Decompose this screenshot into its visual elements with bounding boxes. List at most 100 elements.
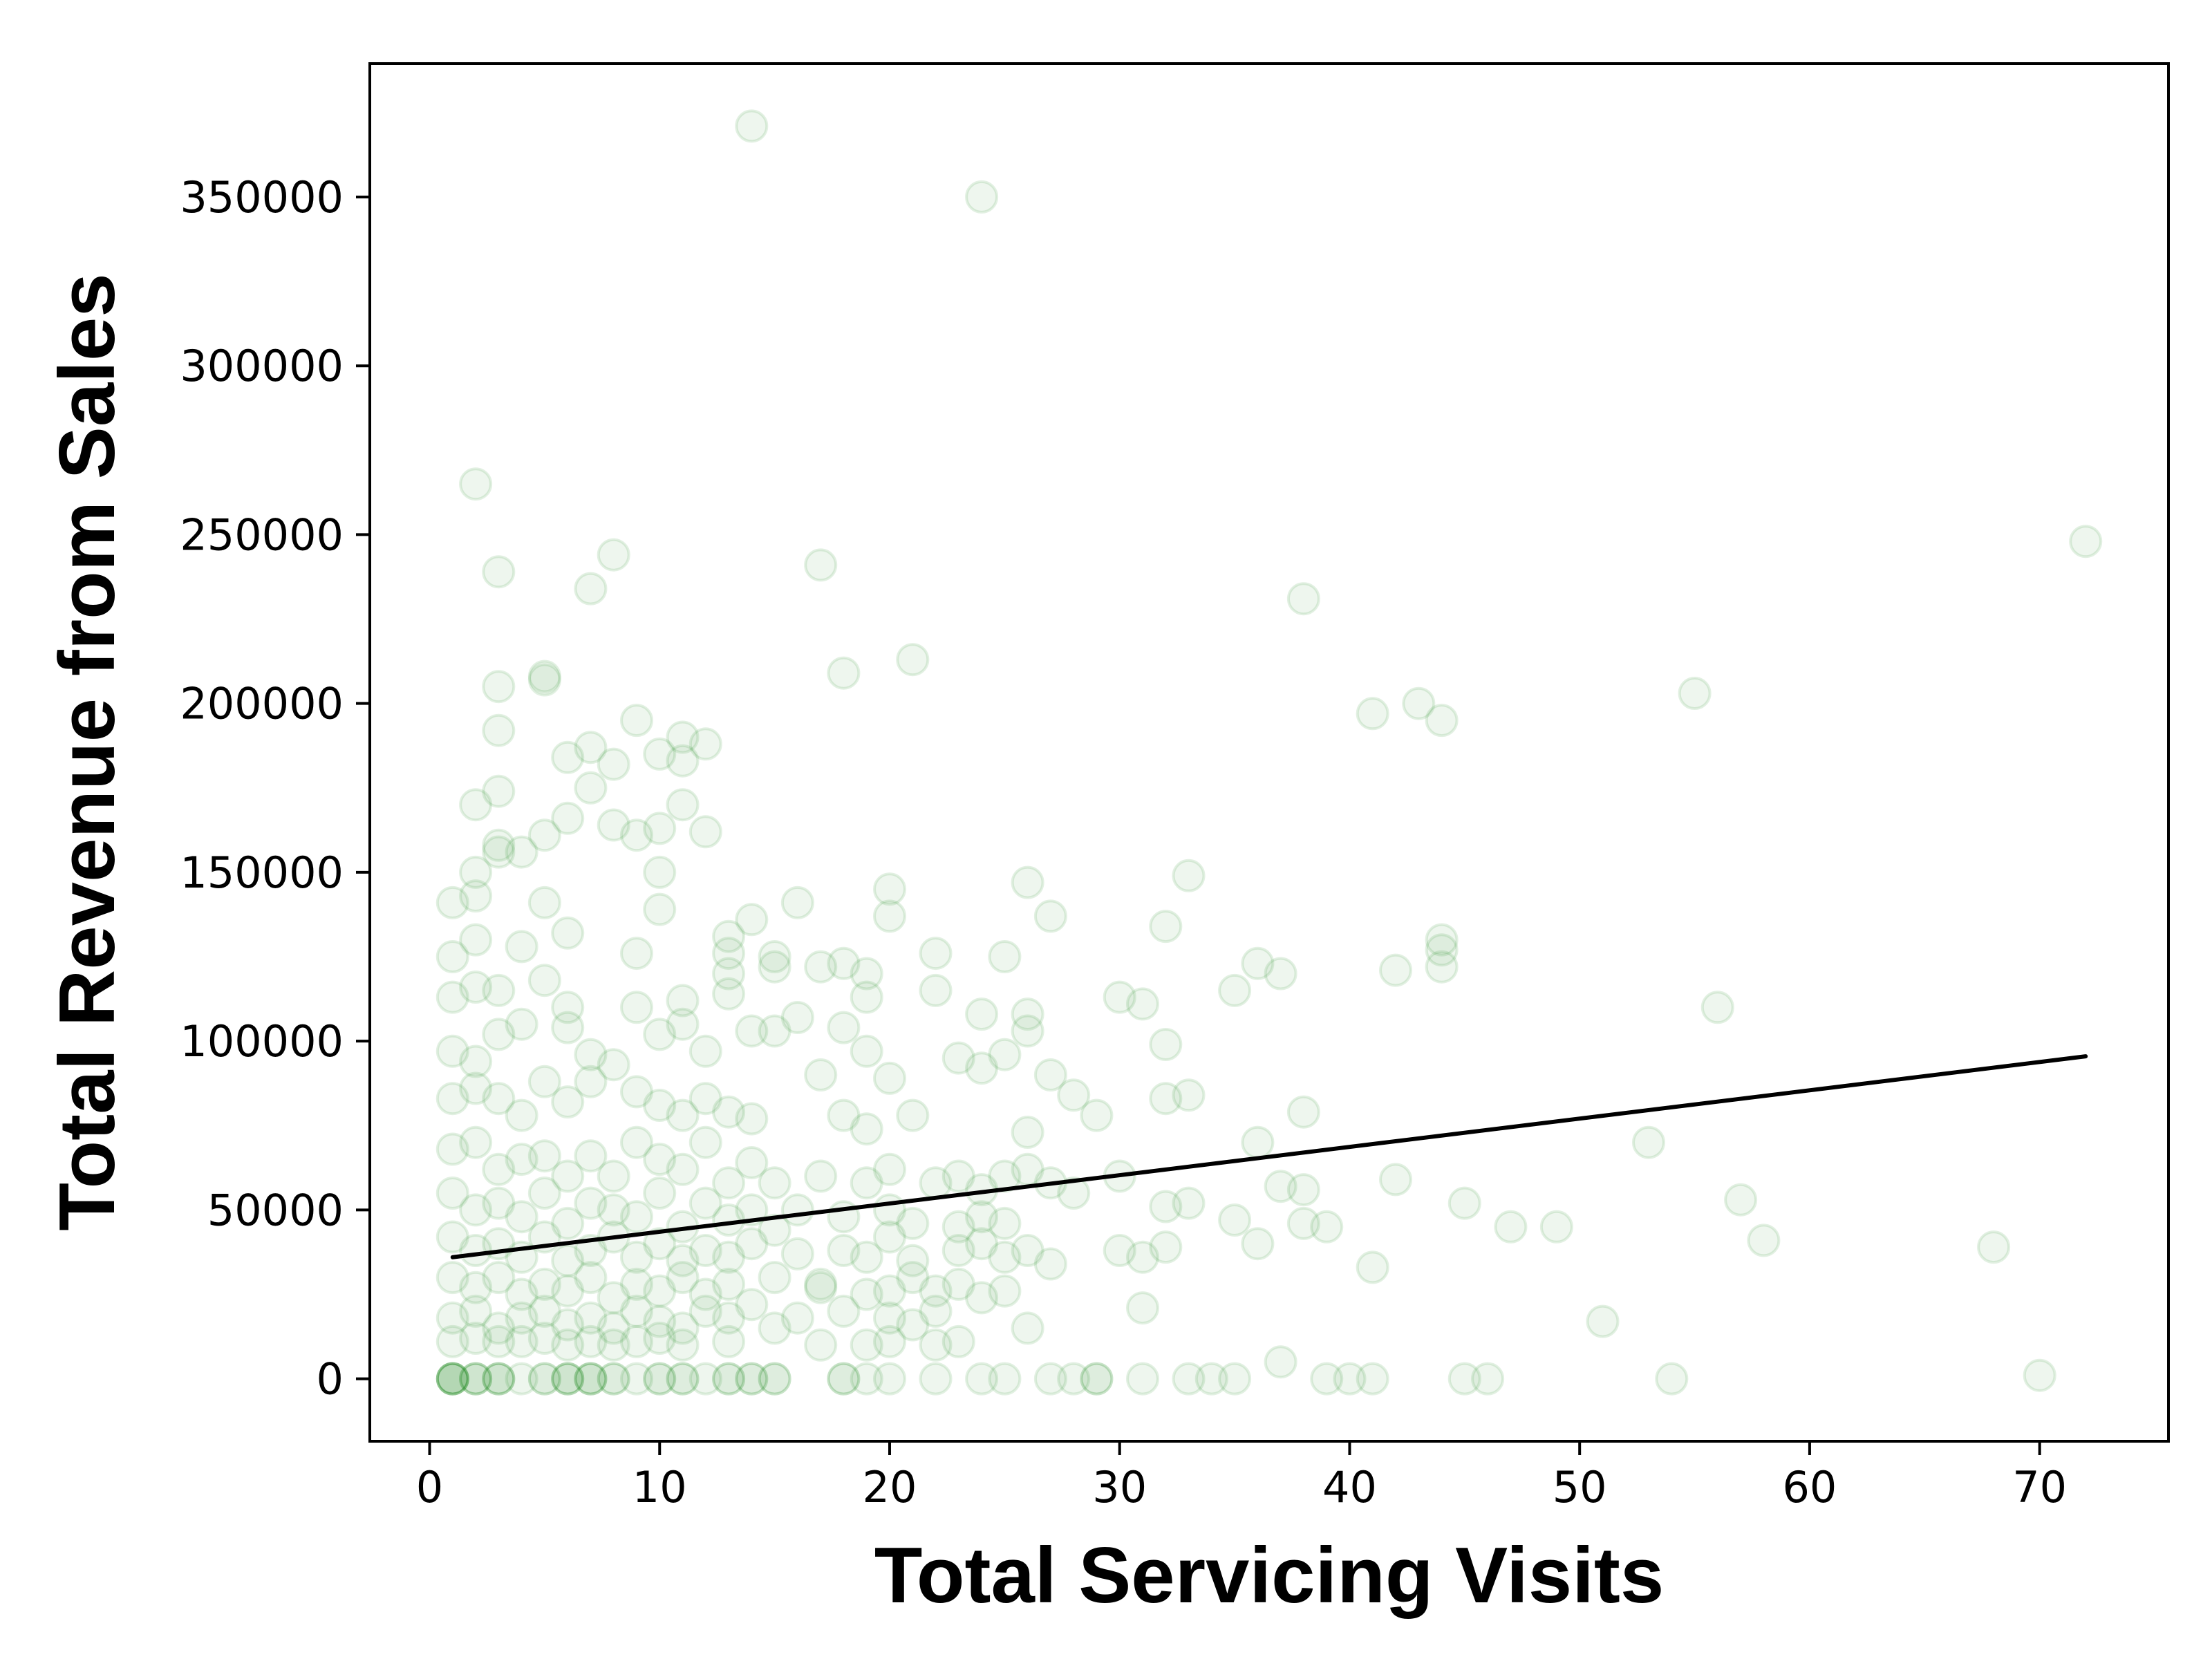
scatter-point — [1080, 1098, 1114, 1132]
scatter-point — [527, 885, 561, 919]
scatter-point — [527, 1139, 561, 1173]
scatter-point — [643, 855, 677, 889]
scatter-points — [435, 109, 2103, 1396]
scatter-point — [505, 1277, 538, 1311]
scatter-point — [1033, 1362, 1067, 1396]
scatter-point — [435, 1362, 469, 1396]
scatter-point — [666, 744, 700, 778]
scatter-point — [896, 643, 930, 677]
y-axis-ticks: 0 50000 100000 150000 200000 250000 300000 3500… — [180, 172, 370, 1405]
scatter-point — [1286, 1206, 1320, 1240]
scatter-point — [758, 1261, 791, 1295]
scatter-point — [873, 1274, 906, 1308]
scatter-point — [688, 1034, 722, 1068]
scatter-point — [459, 788, 493, 822]
scatter-point — [1057, 1078, 1091, 1112]
scatter-point — [1057, 1362, 1091, 1396]
scatter-point — [804, 1271, 838, 1304]
scatter-point — [965, 1362, 999, 1396]
scatter-point — [643, 812, 677, 845]
scatter-point — [804, 1159, 838, 1193]
scatter-point — [620, 704, 653, 738]
scatter-point — [620, 1362, 653, 1396]
scatter-point — [551, 801, 585, 835]
scatter-point — [758, 1014, 791, 1048]
scatter-point — [896, 1206, 930, 1240]
x-tick-label: 60 — [1782, 1462, 1837, 1512]
scatter-point — [758, 1362, 791, 1396]
scatter-point — [643, 1362, 677, 1396]
scatter-point — [643, 1304, 677, 1338]
scatter-point — [459, 1322, 493, 1355]
scatter-point — [551, 916, 585, 950]
scatter-point — [620, 937, 653, 971]
scatter-point — [735, 903, 769, 937]
scatter-point — [850, 1166, 883, 1200]
scatter-point — [505, 1362, 538, 1396]
scatter-point — [435, 1177, 469, 1210]
scatter-point — [527, 1177, 561, 1210]
scatter-point — [597, 747, 630, 781]
scatter-point — [941, 1234, 975, 1267]
scatter-point — [1218, 1362, 1252, 1396]
scatter-point — [643, 1227, 677, 1261]
scatter-point — [919, 1294, 953, 1328]
scatter-point — [688, 815, 722, 849]
scatter-point — [850, 1112, 883, 1146]
scatter-point — [435, 1220, 469, 1254]
scatter-point — [780, 1001, 814, 1034]
scatter-point — [735, 1362, 769, 1396]
scatter-point — [666, 1152, 700, 1186]
scatter-point — [1494, 1210, 1528, 1244]
scatter-point — [482, 1082, 516, 1116]
scatter-point — [459, 1125, 493, 1159]
scatter-point — [574, 1261, 608, 1295]
scatter-point — [1126, 987, 1159, 1021]
scatter-point — [551, 1328, 585, 1362]
scatter-point — [1264, 1345, 1297, 1379]
scatter-point — [482, 828, 516, 862]
scatter-point — [435, 1082, 469, 1116]
scatter-point — [1264, 1170, 1297, 1203]
scatter-point — [965, 997, 999, 1031]
scatter-point — [643, 1018, 677, 1051]
scatter-point — [735, 1102, 769, 1136]
scatter-point — [666, 984, 700, 1018]
scatter-point — [551, 1011, 585, 1044]
scatter-point — [435, 1362, 469, 1396]
scatter-point — [551, 1274, 585, 1308]
scatter-point — [666, 1261, 700, 1295]
scatter-point — [1033, 1058, 1067, 1091]
scatter-point — [435, 1362, 469, 1396]
scatter-point — [459, 1044, 493, 1078]
scatter-point — [1033, 899, 1067, 933]
scatter-point — [551, 1308, 585, 1342]
scatter-point — [459, 879, 493, 913]
scatter-point — [482, 835, 516, 869]
scatter-point — [1172, 859, 1206, 892]
x-tick-label: 30 — [1092, 1462, 1147, 1512]
scatter-point — [919, 1328, 953, 1362]
scatter-point — [919, 937, 953, 971]
scatter-point — [620, 1075, 653, 1109]
x-axis-ticks: 0 10 20 30 40 50 60 70 — [416, 1441, 2067, 1512]
scatter-point — [688, 1125, 722, 1159]
scatter-point — [896, 1244, 930, 1277]
scatter-point — [688, 1234, 722, 1267]
scatter-point — [941, 1159, 975, 1193]
y-axis-title: Total Revenue from Sales — [44, 273, 131, 1230]
scatter-point — [1149, 1230, 1183, 1264]
scatter-point — [482, 1362, 516, 1396]
scatter-point — [643, 892, 677, 926]
scatter-point — [1241, 946, 1275, 980]
scatter-point — [688, 1294, 722, 1328]
scatter-point — [988, 1038, 1022, 1071]
scatter-point — [1655, 1362, 1689, 1396]
scatter-point — [666, 720, 700, 754]
scatter-point — [666, 1007, 700, 1041]
scatter-point — [988, 1274, 1022, 1308]
scatter-point — [1194, 1362, 1228, 1396]
scatter-point — [574, 731, 608, 765]
scatter-point — [1103, 980, 1136, 1014]
scatter-point — [1172, 1078, 1206, 1112]
